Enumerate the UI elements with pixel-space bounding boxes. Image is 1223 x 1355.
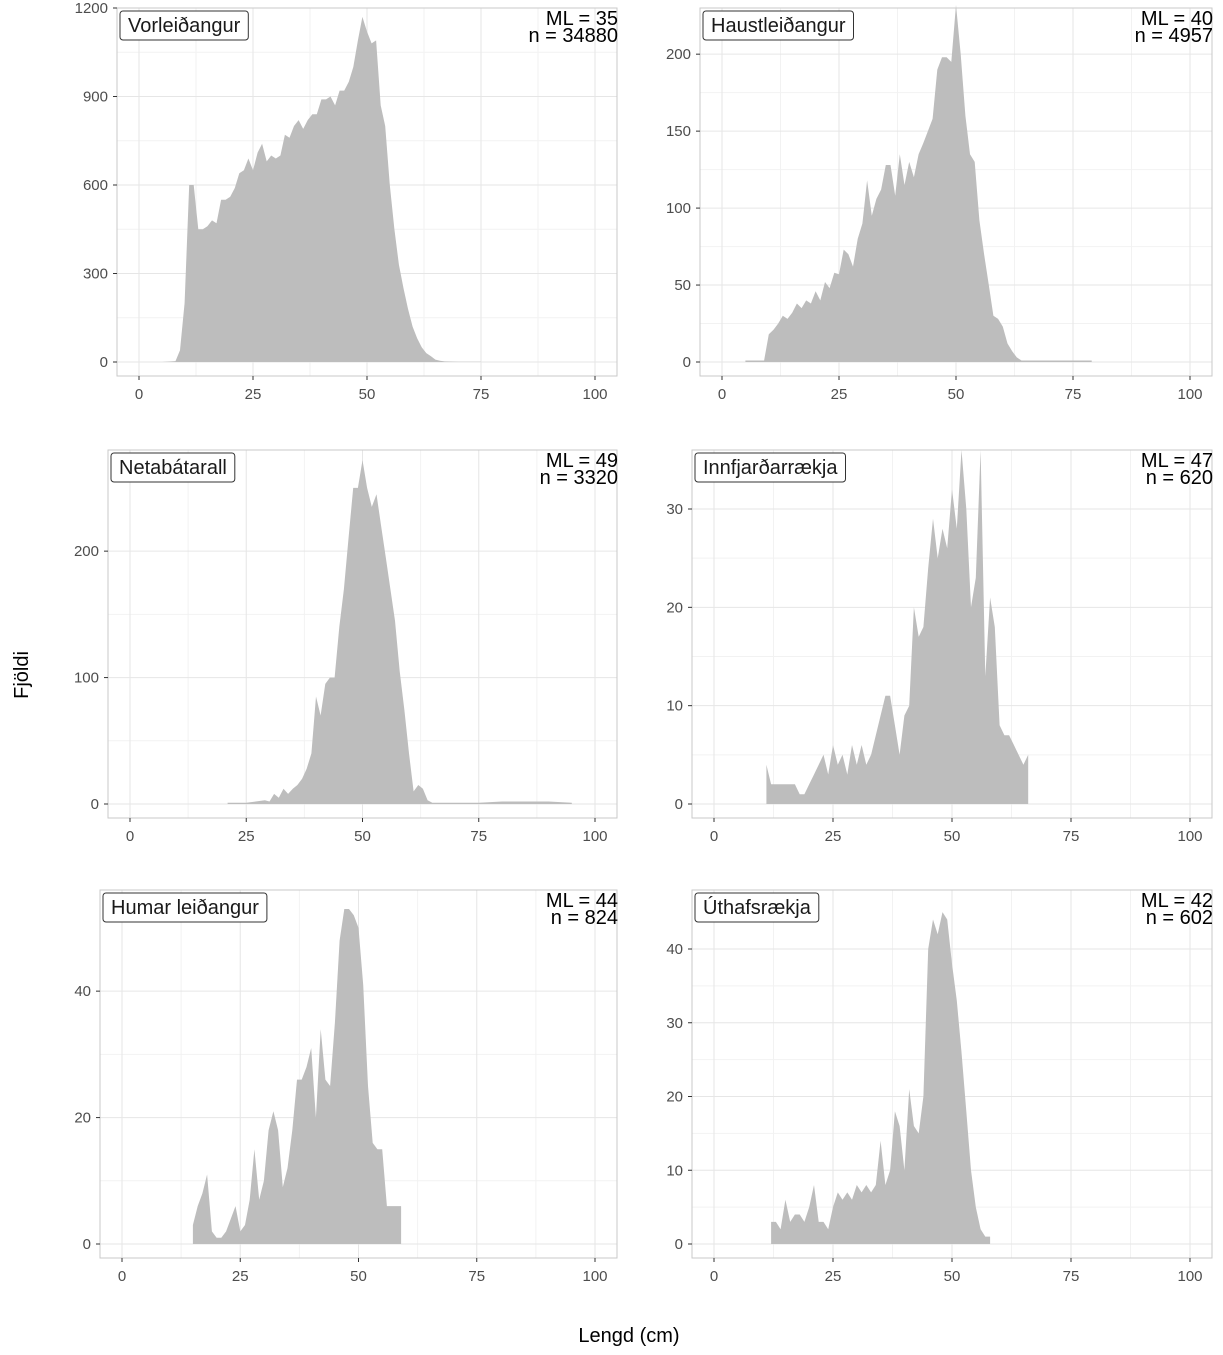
x-tick-label: 50 xyxy=(944,828,961,845)
y-tick-label: 100 xyxy=(74,670,99,687)
x-tick-label: 50 xyxy=(354,828,371,845)
area-series-1 xyxy=(745,4,1092,363)
panel-title: Innfjarðarrækja xyxy=(703,457,838,479)
x-tick-label: 25 xyxy=(232,1268,249,1285)
x-tick-label: 100 xyxy=(1177,1268,1202,1285)
y-tick-label: 0 xyxy=(83,1236,91,1253)
y-tick-label: 600 xyxy=(83,177,108,194)
x-tick-label: 75 xyxy=(1063,828,1080,845)
panel-title-box xyxy=(110,452,236,483)
y-tick-label: 10 xyxy=(666,1162,683,1179)
annotation-n: n = 4957 xyxy=(1135,25,1213,47)
y-tick-label: 40 xyxy=(74,983,91,1000)
y-tick-label: 0 xyxy=(683,354,691,371)
x-tick-label: 25 xyxy=(245,386,262,403)
panel-6: 0 25 50 75 100 0 10 20 30 40 Úthafsrækja ML = 42n =… xyxy=(666,889,1213,1285)
annotation-ml: ML = 47 xyxy=(1141,450,1213,472)
area-series-1 xyxy=(766,450,1029,804)
panel-title-box xyxy=(694,452,846,483)
x-tick-label: 100 xyxy=(582,1268,607,1285)
x-tick-label: 0 xyxy=(718,386,726,403)
area-series-1 xyxy=(227,460,572,804)
y-axis-title: Fjöldi xyxy=(11,651,33,699)
area-series-1 xyxy=(161,16,482,363)
y-tick-label: 30 xyxy=(666,1015,683,1032)
panel-2: 0 25 50 75 100 0 50 100 150 200 Haustleiðangur ML =… xyxy=(666,4,1213,403)
panel-1: 0 25 50 75 100 0 300 600 900 1200 Vorleiðangur ML =… xyxy=(75,0,618,403)
area-series-1 xyxy=(771,912,991,1244)
y-tick-label: 20 xyxy=(666,599,683,616)
x-tick-label: 25 xyxy=(238,828,255,845)
x-tick-label: 75 xyxy=(1063,1268,1080,1285)
annotation-ml: ML = 35 xyxy=(546,8,618,30)
x-tick-label: 100 xyxy=(582,828,607,845)
panel-4: 0 25 50 75 100 0 10 20 30 Innfjarðarrækja ML = 47n… xyxy=(666,449,1213,845)
panel-title-box xyxy=(694,892,820,923)
x-tick-label: 25 xyxy=(825,828,842,845)
panel-title: Netabátarall xyxy=(119,457,227,479)
y-tick-label: 100 xyxy=(666,200,691,217)
x-tick-label: 0 xyxy=(126,828,134,845)
x-tick-label: 50 xyxy=(359,386,376,403)
x-tick-label: 100 xyxy=(1177,828,1202,845)
panel-title-box xyxy=(119,10,249,41)
panel-title: Úthafsrækja xyxy=(703,896,812,919)
x-tick-label: 25 xyxy=(831,386,848,403)
annotation-n: n = 620 xyxy=(1146,467,1213,489)
x-axis-title: Lengd (cm) xyxy=(578,1325,679,1347)
annotation-ml: ML = 49 xyxy=(546,450,618,472)
y-tick-label: 40 xyxy=(666,941,683,958)
annotation-n: n = 824 xyxy=(551,907,618,929)
y-tick-label: 0 xyxy=(675,796,683,813)
y-tick-label: 20 xyxy=(74,1110,91,1127)
y-tick-label: 30 xyxy=(666,501,683,518)
x-tick-label: 25 xyxy=(825,1268,842,1285)
panel-title: Haustleiðangur xyxy=(711,15,846,37)
x-tick-label: 75 xyxy=(470,828,487,845)
x-tick-label: 0 xyxy=(710,1268,718,1285)
area-series-1 xyxy=(192,909,402,1244)
x-tick-label: 50 xyxy=(350,1268,367,1285)
y-tick-label: 0 xyxy=(91,796,99,813)
annotation-ml: ML = 44 xyxy=(546,890,618,912)
x-tick-label: 0 xyxy=(135,386,143,403)
x-tick-label: 50 xyxy=(944,1268,961,1285)
y-tick-label: 0 xyxy=(100,354,108,371)
annotation-ml: ML = 40 xyxy=(1141,8,1213,30)
y-tick-label: 20 xyxy=(666,1089,683,1106)
x-tick-label: 0 xyxy=(710,828,718,845)
panel-3: 0 25 50 75 100 0 100 200 Netabátarall ML = 49n = … xyxy=(74,449,618,845)
y-tick-label: 0 xyxy=(675,1236,683,1253)
panel-title-box xyxy=(702,10,854,41)
x-tick-label: 75 xyxy=(473,386,490,403)
y-tick-label: 900 xyxy=(83,89,108,106)
y-tick-label: 200 xyxy=(74,543,99,560)
panel-title-box xyxy=(102,892,268,923)
panel-title: Humar leiðangur xyxy=(111,897,259,919)
x-tick-label: 100 xyxy=(582,386,607,403)
annotation-n: n = 3320 xyxy=(540,467,618,489)
x-tick-label: 100 xyxy=(1177,386,1202,403)
panel-5: 0 25 50 75 100 0 20 40 Humar leiðangur ML = 44n =… xyxy=(74,889,618,1285)
x-tick-label: 75 xyxy=(1065,386,1082,403)
y-tick-label: 150 xyxy=(666,123,691,140)
y-tick-label: 50 xyxy=(674,277,691,294)
x-tick-label: 50 xyxy=(948,386,965,403)
x-tick-label: 0 xyxy=(118,1268,126,1285)
y-tick-label: 200 xyxy=(666,46,691,63)
y-tick-label: 1200 xyxy=(75,0,108,17)
y-tick-label: 10 xyxy=(666,698,683,715)
panel-title: Vorleiðangur xyxy=(128,15,241,37)
annotation-n: n = 602 xyxy=(1146,907,1213,929)
annotation-ml: ML = 42 xyxy=(1141,890,1213,912)
y-tick-label: 300 xyxy=(83,266,108,283)
annotation-n: n = 34880 xyxy=(528,25,618,47)
x-tick-label: 75 xyxy=(468,1268,485,1285)
